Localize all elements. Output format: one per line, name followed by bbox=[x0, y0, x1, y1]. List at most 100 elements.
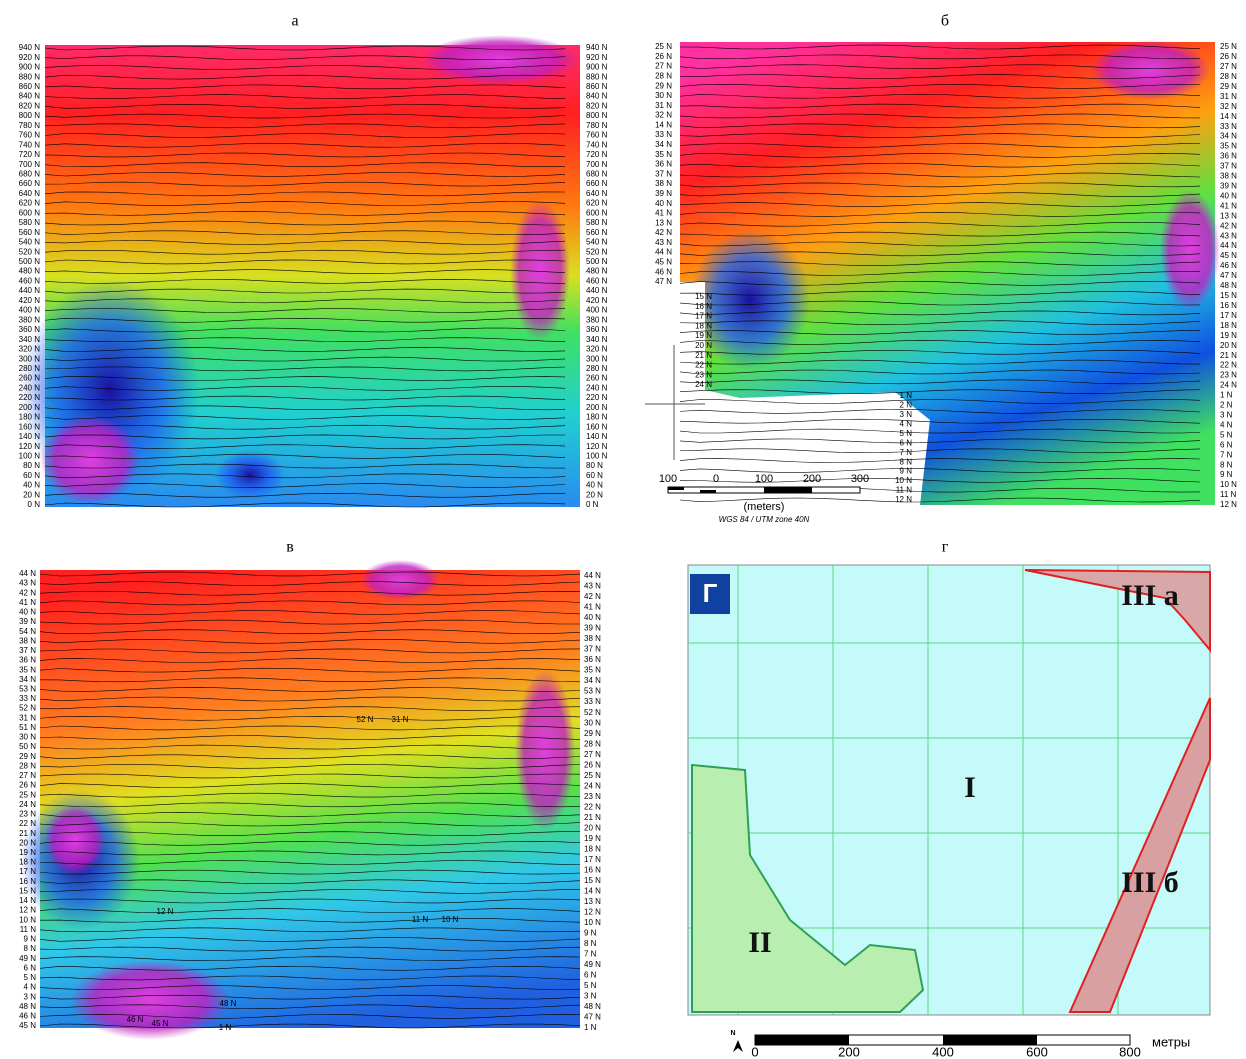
line-label: 1 N bbox=[900, 391, 913, 400]
line-label: 400 N bbox=[586, 306, 608, 315]
scale-tick-label: 200 bbox=[803, 473, 821, 485]
line-label: 54 N bbox=[19, 627, 36, 636]
line-label: 28 N bbox=[1220, 72, 1237, 81]
line-label: 40 N bbox=[586, 481, 603, 490]
line-label: 740 N bbox=[586, 140, 608, 149]
line-label: 15 N bbox=[19, 886, 36, 895]
line-label: 200 N bbox=[586, 403, 608, 412]
line-label: 22 N bbox=[1220, 361, 1237, 370]
line-label: 7 N bbox=[900, 448, 913, 457]
line-label: 52 N bbox=[357, 715, 374, 724]
line-label: 20 N bbox=[23, 490, 40, 499]
line-label: 4 N bbox=[1220, 420, 1233, 429]
line-label: 40 N bbox=[655, 199, 672, 208]
line-label: 20 N bbox=[1220, 341, 1237, 350]
line-label: 34 N bbox=[19, 675, 36, 684]
line-label: 32 N bbox=[1220, 102, 1237, 111]
line-label: 23 N bbox=[19, 810, 36, 819]
line-label: 14 N bbox=[655, 120, 672, 129]
line-label: 52 N bbox=[584, 708, 601, 717]
line-label: 280 N bbox=[586, 364, 608, 373]
line-label: 41 N bbox=[19, 598, 36, 607]
line-label: 260 N bbox=[586, 374, 608, 383]
north: N bbox=[730, 1030, 735, 1037]
line-label: 42 N bbox=[1220, 221, 1237, 230]
line-label: 900 N bbox=[586, 63, 608, 72]
line-label: 660 N bbox=[19, 179, 41, 188]
line-label: 38 N bbox=[655, 179, 672, 188]
line-label: 4 N bbox=[24, 983, 37, 992]
line-label: 21 N bbox=[19, 829, 36, 838]
line-label: 180 N bbox=[586, 413, 608, 422]
line-label: 38 N bbox=[584, 634, 601, 643]
line-label: 720 N bbox=[19, 150, 41, 159]
line-label: 4 N bbox=[900, 419, 913, 428]
line-label: 1 N bbox=[584, 1023, 597, 1032]
line-label: 560 N bbox=[586, 228, 608, 237]
line-label: 7 N bbox=[1220, 450, 1233, 459]
line-label: 18 N bbox=[1220, 321, 1237, 330]
line-label: 700 N bbox=[586, 160, 608, 169]
line-label: 420 N bbox=[586, 296, 608, 305]
line-label: 39 N bbox=[655, 189, 672, 198]
line-label: 320 N bbox=[19, 345, 41, 354]
line-label: 30 N bbox=[655, 91, 672, 100]
line-label: 15 N bbox=[584, 876, 601, 885]
line-label: 27 N bbox=[655, 62, 672, 71]
line-label: 6 N bbox=[584, 971, 597, 980]
line-label: 10 N bbox=[1220, 480, 1237, 489]
line-label: 60 N bbox=[23, 471, 40, 480]
line-label: 540 N bbox=[19, 238, 41, 247]
line-label: 31 N bbox=[392, 715, 409, 724]
line-label: 80 N bbox=[586, 461, 603, 470]
line-label: 680 N bbox=[586, 170, 608, 179]
line-label: 140 N bbox=[19, 432, 41, 441]
line-label: 31 N bbox=[19, 713, 36, 722]
line-label: 60 N bbox=[586, 471, 603, 480]
line-label: 800 N bbox=[19, 111, 41, 120]
line-label: 120 N bbox=[19, 442, 41, 451]
scale-tick-label: 600 bbox=[1026, 1044, 1048, 1059]
line-label: 11 N bbox=[1220, 490, 1237, 499]
line-label: 40 N bbox=[584, 613, 601, 622]
line-label: 19 N bbox=[695, 331, 712, 340]
line-label: 100 N bbox=[19, 451, 41, 460]
line-label: 500 N bbox=[19, 257, 41, 266]
line-label: 47 N bbox=[1220, 271, 1237, 280]
line-label: 2 N bbox=[900, 401, 913, 410]
line-label: 42 N bbox=[584, 592, 601, 601]
line-label: 24 N bbox=[1220, 381, 1237, 390]
line-label: 140 N bbox=[586, 432, 608, 441]
line-label: 160 N bbox=[586, 422, 608, 431]
line-label: 220 N bbox=[586, 393, 608, 402]
line-label: 48 N bbox=[584, 1002, 601, 1011]
line-label: 220 N bbox=[19, 393, 41, 402]
line-label: 51 N bbox=[19, 723, 36, 732]
line-label: 11 N bbox=[412, 915, 429, 924]
line-label: 1 N bbox=[1220, 391, 1233, 400]
line-label: 9 N bbox=[584, 929, 597, 938]
line-label: 880 N bbox=[586, 72, 608, 81]
line-label: 36 N bbox=[655, 160, 672, 169]
line-label: 26 N bbox=[1220, 52, 1237, 61]
line-label: 600 N bbox=[586, 208, 608, 217]
line-label: 200 N bbox=[19, 403, 41, 412]
line-label: 32 N bbox=[655, 111, 672, 120]
line-label: 11 N bbox=[20, 925, 37, 934]
line-label: 180 N bbox=[19, 413, 41, 422]
line-label: 8 N bbox=[24, 944, 37, 953]
line-label: 13 N bbox=[1220, 211, 1237, 220]
line-label: 280 N bbox=[19, 364, 41, 373]
line-label: 41 N bbox=[655, 209, 672, 218]
line-label: 3 N bbox=[900, 410, 913, 419]
panel-title: в bbox=[286, 539, 294, 556]
line-label: 320 N bbox=[586, 345, 608, 354]
line-label: 0 N bbox=[586, 500, 599, 509]
line-label: 36 N bbox=[584, 655, 601, 664]
line-label: 42 N bbox=[655, 228, 672, 237]
line-label: 840 N bbox=[586, 92, 608, 101]
line-label: 23 N bbox=[584, 792, 601, 801]
line-label: 860 N bbox=[19, 82, 41, 91]
line-label: 18 N bbox=[695, 321, 712, 330]
line-label: 780 N bbox=[19, 121, 41, 130]
